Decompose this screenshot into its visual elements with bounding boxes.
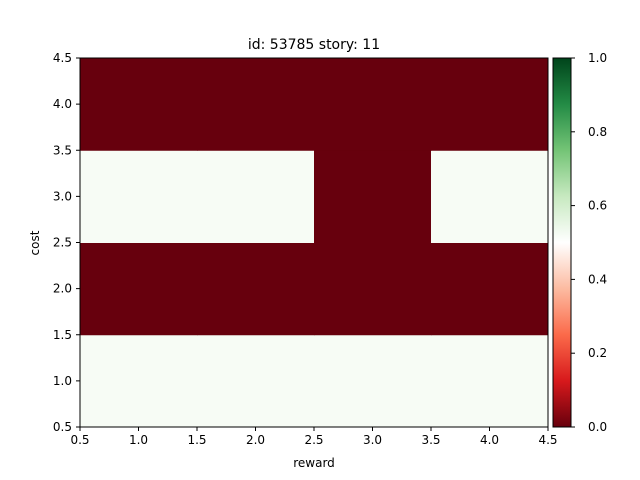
- heatmap-cell: [314, 242, 432, 336]
- x-axis-label: reward: [293, 456, 335, 470]
- heatmap-cell: [431, 334, 549, 428]
- heatmap-cell: [314, 58, 432, 151]
- colorbar-ticks: 0.0 0.2 0.4 0.6 0.8 1.0: [571, 51, 607, 434]
- y-tick-label: 2.5: [53, 236, 72, 250]
- heatmap-cell: [314, 150, 432, 243]
- x-tick-label: 2.5: [304, 433, 323, 447]
- heatmap-cell: [431, 150, 549, 243]
- colorbar: [552, 57, 572, 428]
- colorbar-tick-label: 0.0: [588, 420, 607, 434]
- heatmap-cell: [431, 58, 549, 151]
- heatmap-cell: [80, 58, 198, 151]
- heatmap-cell: [197, 334, 315, 428]
- x-tick-label: 3.0: [363, 433, 382, 447]
- y-tick-label: 3.0: [53, 189, 72, 203]
- x-tick-label: 3.5: [421, 433, 440, 447]
- x-axis-ticks: 0.5 1.0 1.5 2.0 2.5 3.0 3.5 4.0 4.5: [70, 427, 558, 447]
- y-tick-label: 2.0: [53, 282, 72, 296]
- chart-title: id: 53785 story: 11: [248, 37, 380, 53]
- colorbar-tick-label: 0.8: [588, 125, 607, 139]
- x-tick-label: 1.5: [187, 433, 206, 447]
- heatmap-cell: [197, 242, 315, 336]
- x-tick-label: 1.0: [129, 433, 148, 447]
- x-tick-label: 4.0: [480, 433, 499, 447]
- y-axis-ticks: 0.5 1.0 1.5 2.0 2.5 3.0 3.5 4.0 4.5: [53, 51, 80, 434]
- y-tick-label: 0.5: [53, 420, 72, 434]
- colorbar-tick-label: 0.6: [588, 199, 607, 213]
- x-tick-label: 2.0: [246, 433, 265, 447]
- heatmap-cell: [80, 334, 198, 428]
- heatmap-cell: [431, 242, 549, 336]
- colorbar-tick-label: 0.4: [588, 272, 607, 286]
- x-tick-label: 0.5: [70, 433, 89, 447]
- y-tick-label: 4.5: [53, 51, 72, 65]
- y-tick-label: 3.5: [53, 143, 72, 157]
- heatmap-cell: [80, 242, 198, 336]
- colorbar-tick-label: 0.2: [588, 346, 607, 360]
- y-axis-label: cost: [28, 230, 42, 255]
- colorbar-tick-label: 1.0: [588, 51, 607, 65]
- heatmap-cell: [80, 150, 198, 243]
- y-tick-label: 1.5: [53, 328, 72, 342]
- y-tick-label: 1.0: [53, 374, 72, 388]
- heatmap-cell: [314, 334, 432, 428]
- heatmap-cell: [197, 58, 315, 151]
- y-tick-label: 4.0: [53, 97, 72, 111]
- x-tick-label: 4.5: [538, 433, 557, 447]
- heatmap-cell: [197, 150, 315, 243]
- heatmap-cells: [80, 58, 549, 428]
